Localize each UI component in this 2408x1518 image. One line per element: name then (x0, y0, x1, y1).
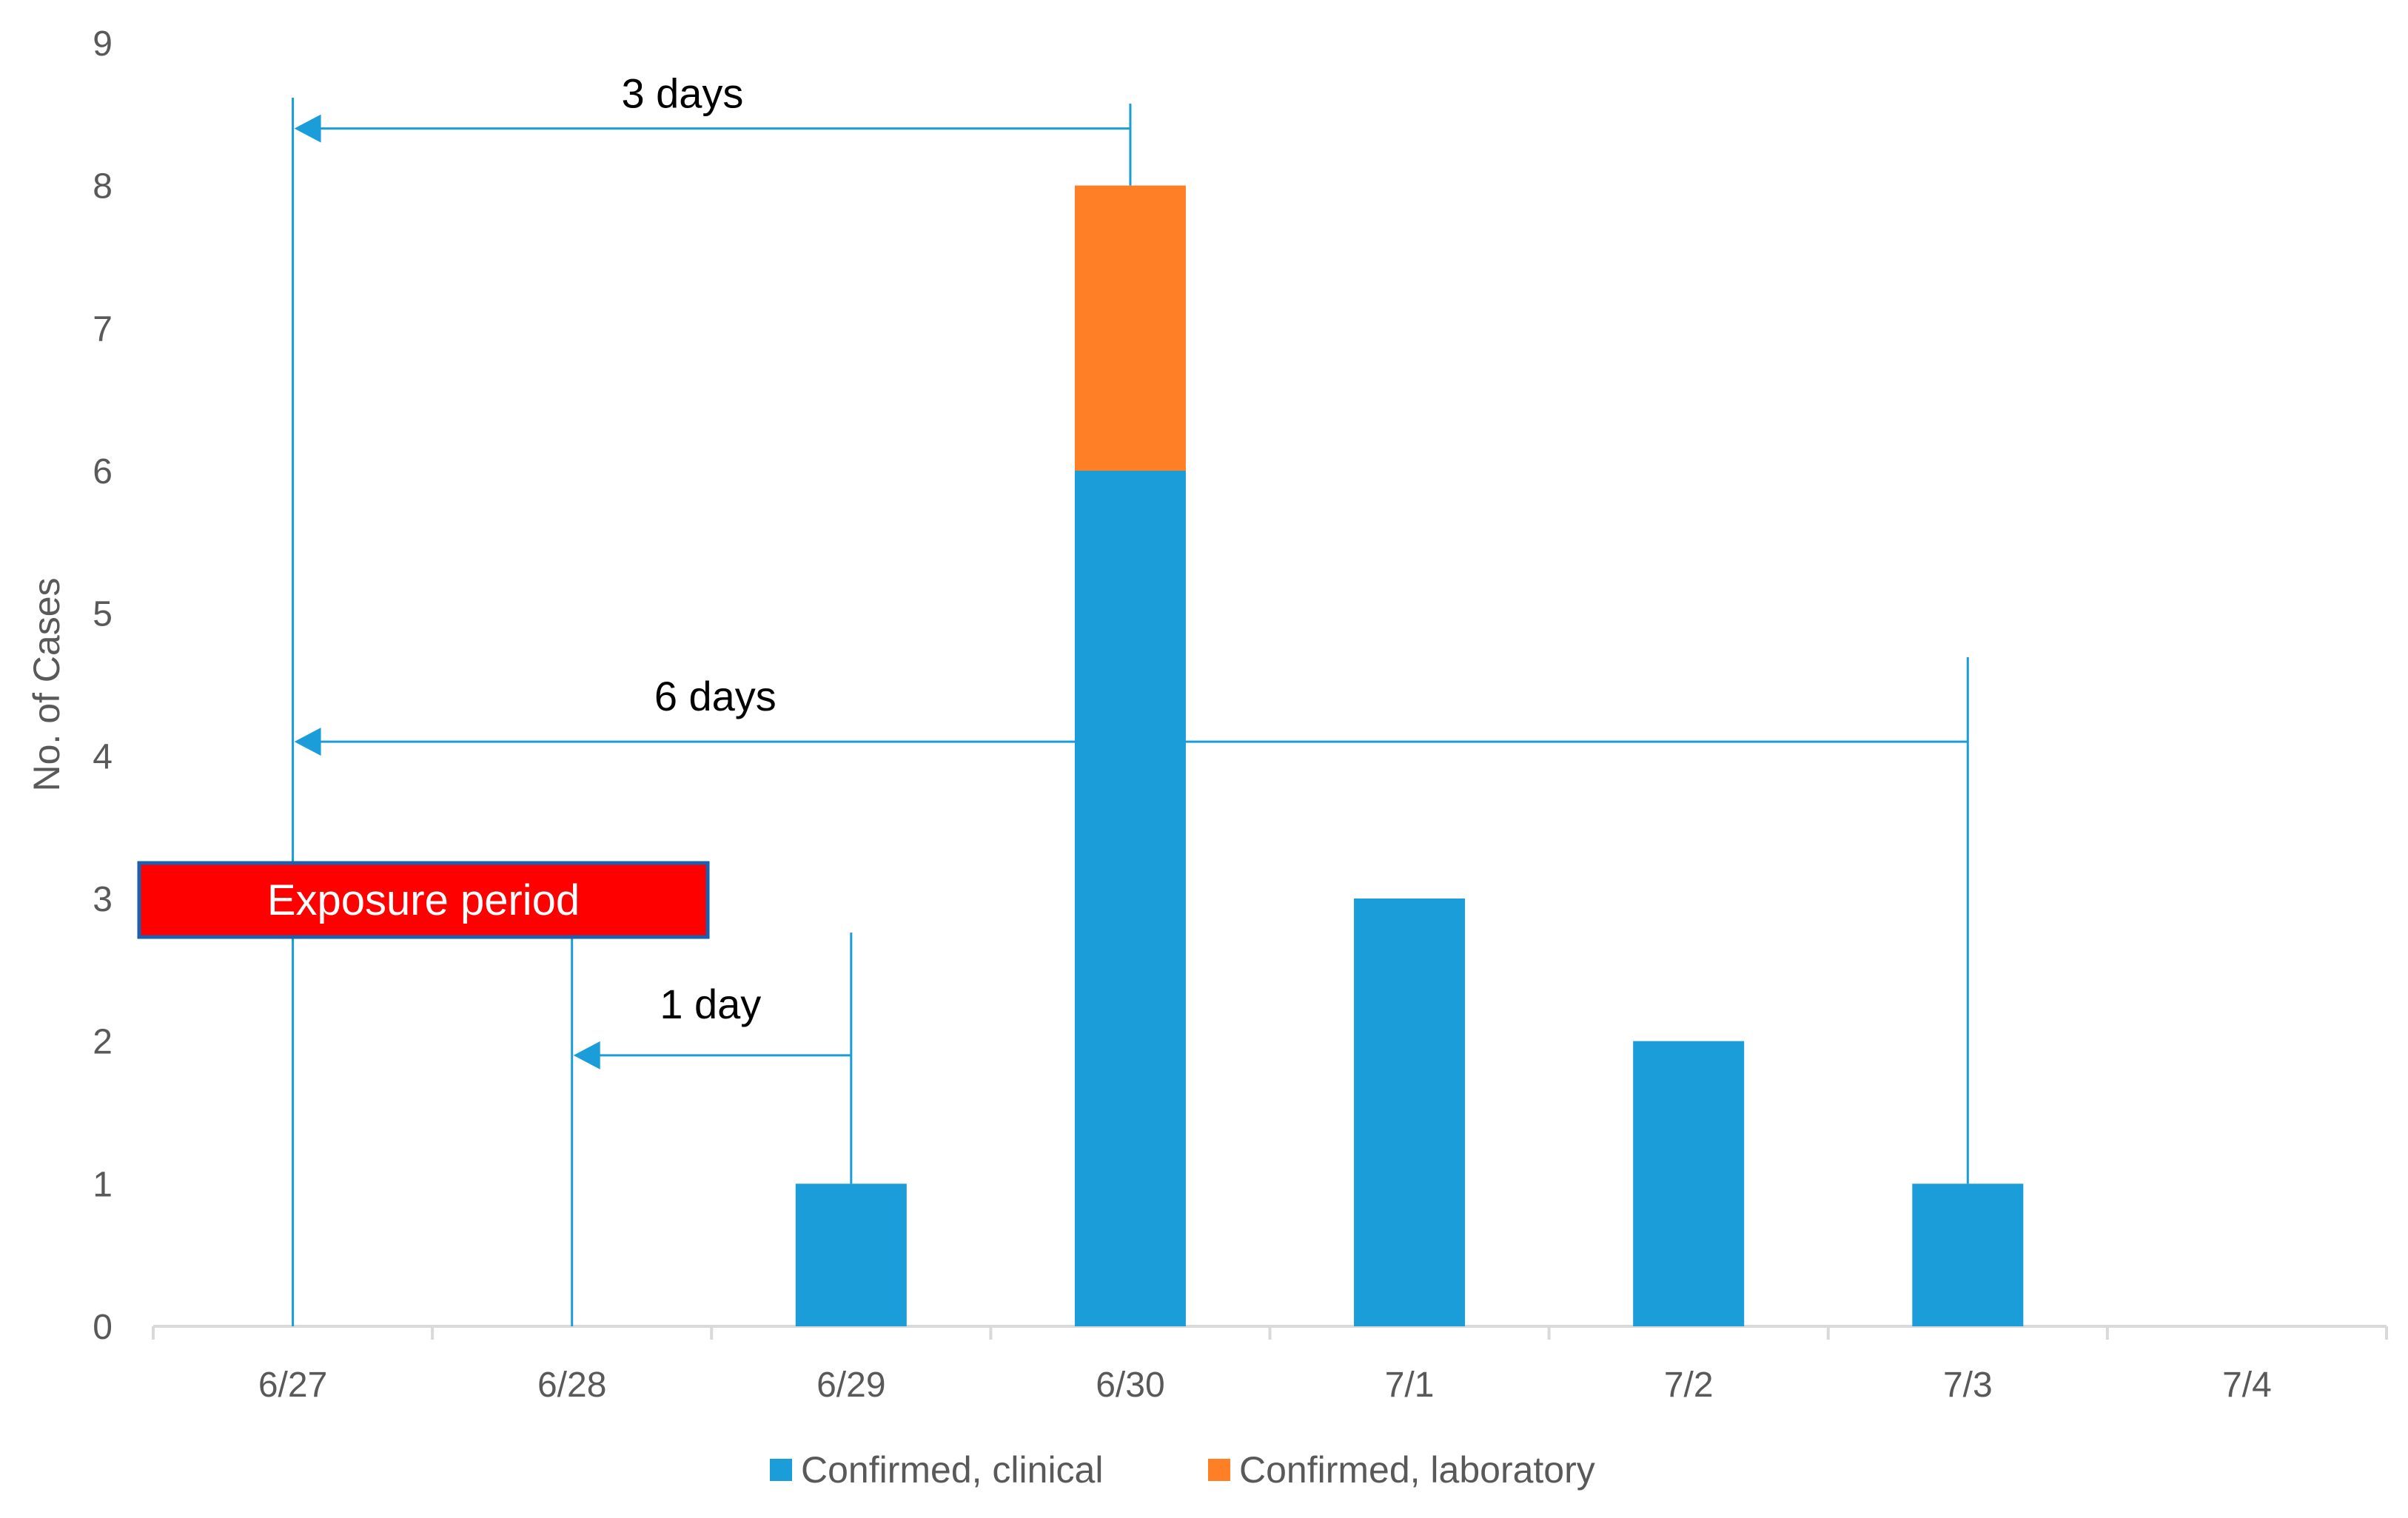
exposure-period-box (137, 861, 710, 939)
y-tick-label: 4 (93, 737, 113, 776)
y-tick-label: 7 (93, 309, 113, 349)
x-tick-label: 6/29 (816, 1366, 885, 1405)
interval-label: 3 days (621, 70, 743, 117)
legend-label: Confirmed, clinical (801, 1449, 1103, 1491)
interval-label: 1 day (660, 981, 761, 1027)
legend-swatch (770, 1459, 792, 1481)
x-tick-label: 6/30 (1096, 1366, 1164, 1405)
x-tick-label: 7/1 (1385, 1366, 1435, 1405)
x-tick-label: 7/4 (2222, 1366, 2272, 1405)
bar (1354, 899, 1466, 1326)
y-tick-label: 8 (93, 167, 113, 206)
bar (795, 1183, 907, 1326)
annotations: 3 days 6 days 1 day Exposure period (137, 70, 1969, 1326)
exposure-period-label: Exposure period (267, 876, 580, 924)
y-axis-title: No. of Cases (26, 577, 67, 791)
x-tick-label: 7/3 (1943, 1366, 1993, 1405)
arrow-head-icon (573, 1041, 600, 1069)
legend: Confirmed, clinical Confirmed, laboratory (770, 1449, 1595, 1491)
x-tick-label: 6/28 (537, 1366, 606, 1405)
y-tick-label: 2 (93, 1023, 113, 1062)
y-axis: 0 1 2 3 4 5 6 7 8 9 No. of Cases (26, 24, 113, 1347)
legend-label: Confirmed, laboratory (1239, 1449, 1595, 1491)
bar (1633, 1041, 1745, 1326)
y-tick-label: 0 (93, 1308, 113, 1347)
y-tick-label: 5 (93, 595, 113, 634)
arrow-head-icon (294, 114, 321, 143)
x-axis: 6/27 6/28 6/29 6/30 7/1 7/2 7/3 7/4 (152, 1325, 2388, 1405)
bar (1912, 1183, 2024, 1326)
bar (1074, 185, 1186, 471)
arrow-head-icon (294, 728, 321, 756)
y-tick-label: 3 (93, 880, 113, 919)
y-tick-label: 1 (93, 1165, 113, 1204)
bars (795, 185, 2024, 1326)
x-tick-label: 7/2 (1664, 1366, 1714, 1405)
interval-label: 6 days (654, 673, 777, 719)
x-tick-label: 6/27 (258, 1366, 327, 1405)
legend-swatch (1208, 1459, 1230, 1481)
bar (1074, 471, 1186, 1326)
y-tick-label: 6 (93, 452, 113, 491)
y-tick-label: 9 (93, 24, 113, 64)
